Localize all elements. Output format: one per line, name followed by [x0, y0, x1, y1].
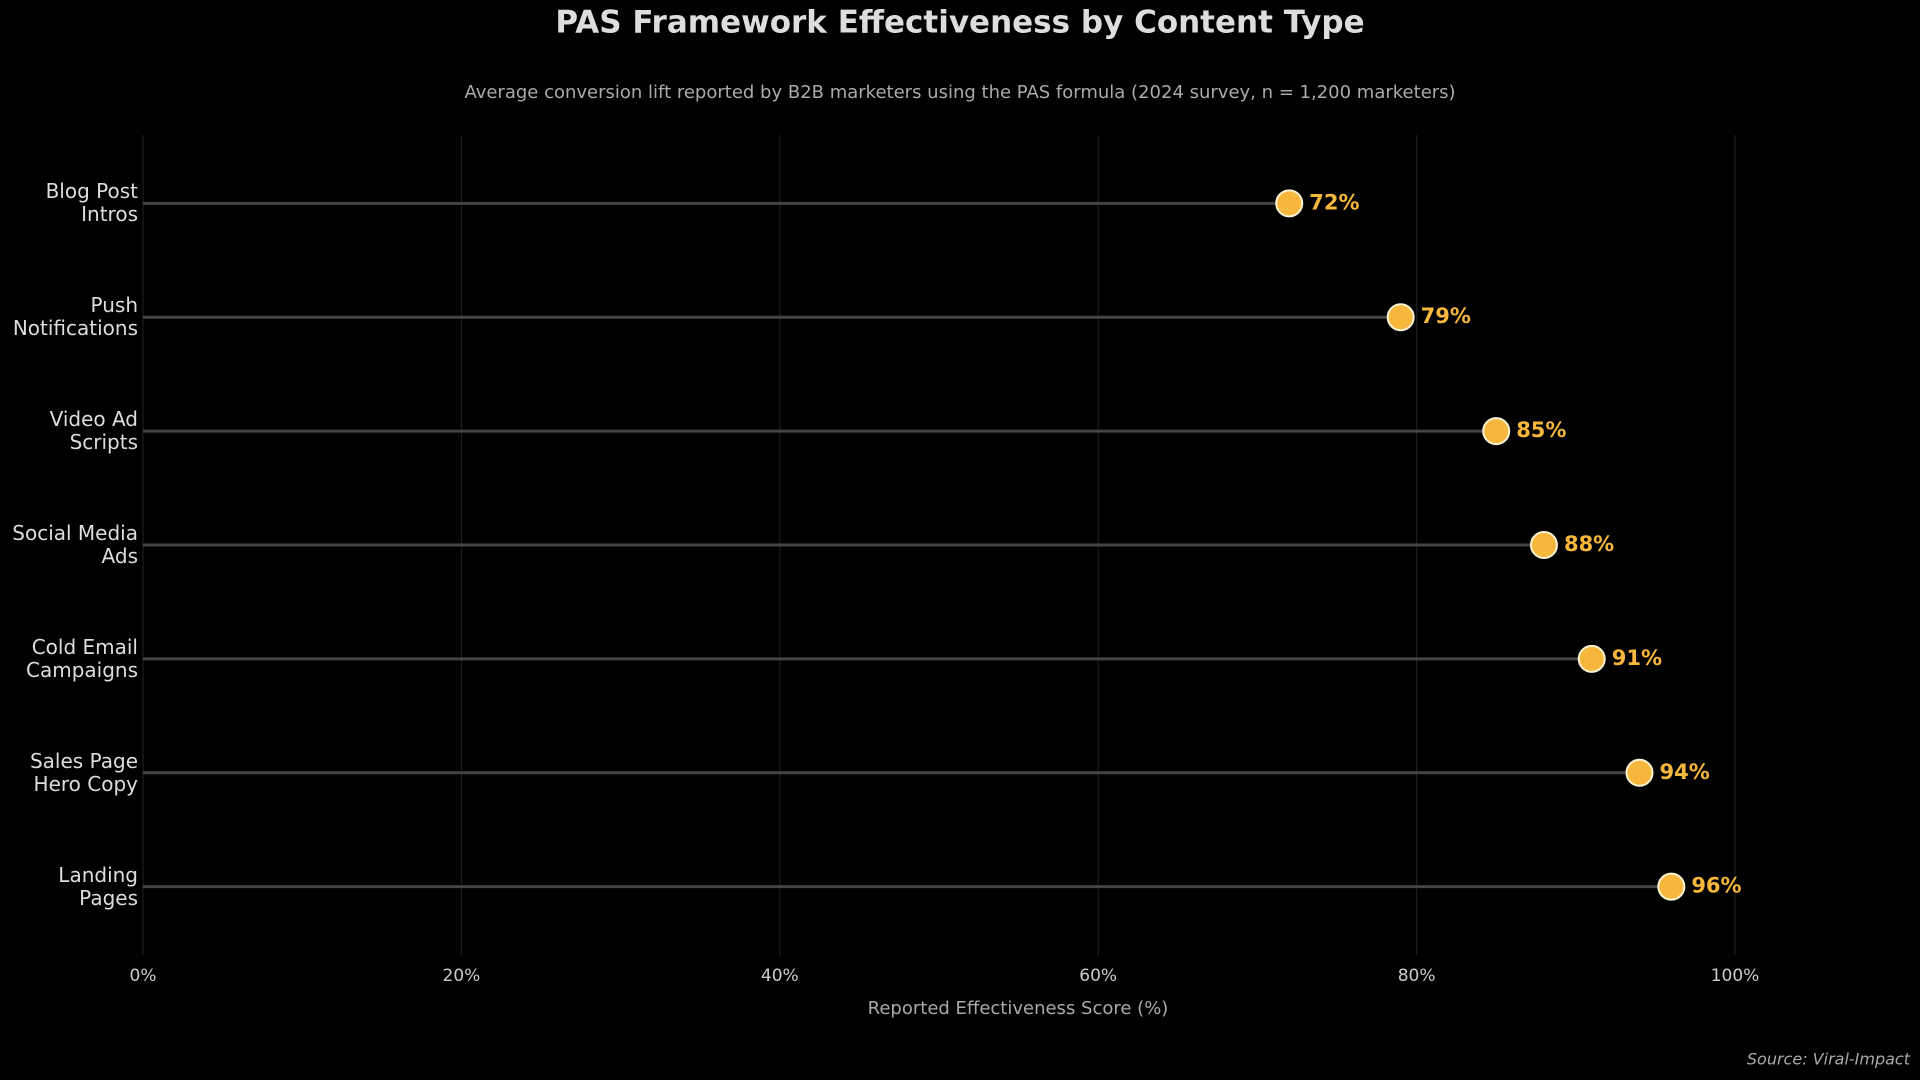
source-note: Source: Viral-Impact [1747, 1050, 1911, 1069]
dot [1386, 303, 1415, 332]
x-tick-label: 0% [130, 966, 157, 986]
x-tick-label: 80% [1398, 966, 1436, 986]
y-tick-label: Cold Email Campaigns [25, 634, 138, 682]
dot [1625, 758, 1654, 787]
chart-title: PAS Framework Effectiveness by Content T… [555, 5, 1364, 41]
y-tick-label: Blog Post Intros [45, 179, 138, 227]
y-tick-label: Video Ad Scripts [49, 407, 138, 455]
value-label: 96% [1691, 874, 1741, 898]
dot [1275, 189, 1304, 218]
x-tick-label: 20% [443, 966, 481, 986]
dot [1657, 872, 1686, 901]
value-label: 85% [1516, 418, 1566, 442]
x-tick-label: 40% [761, 966, 799, 986]
y-tick-label: Landing Pages [58, 862, 138, 910]
y-tick-label: Social Media Ads [12, 521, 138, 568]
dot [1529, 531, 1558, 559]
value-label: 79% [1421, 304, 1471, 328]
chart-subtitle: Average conversion lift reported by B2B … [464, 82, 1455, 103]
value-label: 88% [1564, 532, 1614, 556]
x-axis-label: Reported Effectiveness Score (%) [868, 998, 1169, 1019]
value-label: 94% [1659, 760, 1709, 784]
x-tick-label: 60% [1079, 966, 1117, 986]
x-tick-label: 100% [1711, 966, 1760, 986]
y-tick-label: Sales Page Hero Copy [29, 748, 138, 796]
y-tick-label: Push Notifications [12, 293, 138, 341]
value-label: 91% [1612, 646, 1662, 670]
value-label: 72% [1309, 190, 1359, 214]
dot [1482, 417, 1511, 446]
dot [1577, 644, 1606, 673]
